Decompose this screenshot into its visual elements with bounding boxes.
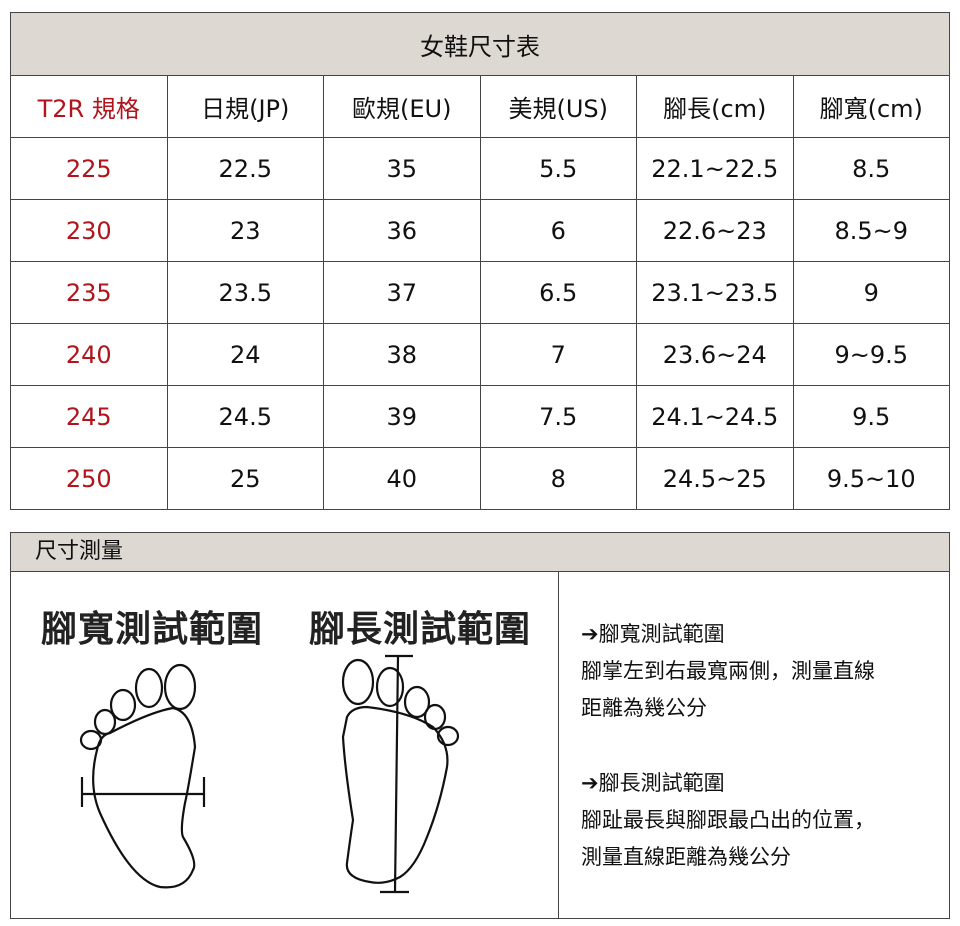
width-heading: ➔腳寬測試範圍 [581, 622, 725, 646]
col-header-jp: 日規(JP) [166, 75, 324, 138]
table-cell: 22.5 [166, 137, 324, 200]
foot-length-icon [341, 654, 460, 894]
table-cell: 5.5 [479, 137, 637, 200]
width-desc-line1: 腳掌左到右最寬兩側，測量直線 [581, 659, 875, 683]
table-cell: 7.5 [479, 385, 637, 448]
foot-diagram-panel: 腳寬測試範圍 腳長測試範圍 [11, 572, 559, 918]
foot-width-icon [79, 663, 206, 889]
col-header-width: 腳寬(cm) [792, 75, 950, 138]
table-row: 250 25 40 8 24.5~25 9.5~10 [10, 447, 950, 510]
col-header-length: 腳長(cm) [636, 75, 794, 138]
instructions-panel: ➔腳寬測試範圍 腳掌左到右最寬兩側，測量直線 距離為幾公分 ➔腳長測試範圍 腳趾… [571, 572, 949, 918]
table-cell: 9.5~10 [792, 447, 950, 510]
table-cell: 40 [323, 447, 481, 510]
length-heading: ➔腳長測試範圍 [581, 771, 725, 795]
table-cell: 9 [792, 261, 950, 324]
table-cell: 25 [166, 447, 324, 510]
table-cell: 24.5~25 [636, 447, 794, 510]
measurement-section: 尺寸測量 腳寬測試範圍 腳長測試範圍 ➔腳寬測試範圍 腳掌左到右最寬兩側，測量直… [10, 532, 950, 919]
table-cell: 9.5 [792, 385, 950, 448]
table-row: 235 23.5 37 6.5 23.1~23.5 9 [10, 261, 950, 324]
table-cell: 38 [323, 323, 481, 386]
length-desc-line2: 測量直線距離為幾公分 [581, 845, 791, 869]
size-code-cell: 250 [10, 447, 168, 510]
table-cell: 24.5 [166, 385, 324, 448]
section-title: 尺寸測量 [11, 533, 949, 572]
table-cell: 24 [166, 323, 324, 386]
table-row: 245 24.5 39 7.5 24.1~24.5 9.5 [10, 385, 950, 448]
size-code-cell: 230 [10, 199, 168, 262]
table-cell: 23 [166, 199, 324, 262]
table-cell: 35 [323, 137, 481, 200]
width-diagram-label: 腳寬測試範圍 [41, 609, 264, 650]
table-row: 225 22.5 35 5.5 22.1~22.5 8.5 [10, 137, 950, 200]
table-cell: 37 [323, 261, 481, 324]
table-cell: 6.5 [479, 261, 637, 324]
table-cell: 7 [479, 323, 637, 386]
size-code-cell: 235 [10, 261, 168, 324]
length-desc-line1: 腳趾最長與腳跟最凸出的位置， [581, 808, 875, 832]
table-cell: 22.1~22.5 [636, 137, 794, 200]
size-code-cell: 240 [10, 323, 168, 386]
table-cell: 9~9.5 [792, 323, 950, 386]
table-row: 240 24 38 7 23.6~24 9~9.5 [10, 323, 950, 386]
table-cell: 36 [323, 199, 481, 262]
header-row: T2R 規格 日規(JP) 歐規(EU) 美規(US) 腳長(cm) 腳寬(cm… [10, 75, 950, 138]
table-title: 女鞋尺寸表 [10, 12, 950, 76]
table-cell: 8.5~9 [792, 199, 950, 262]
table-cell: 23.5 [166, 261, 324, 324]
width-desc-line2: 距離為幾公分 [581, 696, 707, 720]
length-diagram-label: 腳長測試範圍 [309, 609, 532, 650]
table-cell: 22.6~23 [636, 199, 794, 262]
table-cell: 23.6~24 [636, 323, 794, 386]
size-table: 女鞋尺寸表 T2R 規格 日規(JP) 歐規(EU) 美規(US) 腳長(cm)… [10, 12, 950, 510]
col-header-eu: 歐規(EU) [323, 75, 481, 138]
table-cell: 8 [479, 447, 637, 510]
size-code-cell: 225 [10, 137, 168, 200]
col-header-us: 美規(US) [479, 75, 637, 138]
table-cell: 39 [323, 385, 481, 448]
table-row: 230 23 36 6 22.6~23 8.5~9 [10, 199, 950, 262]
